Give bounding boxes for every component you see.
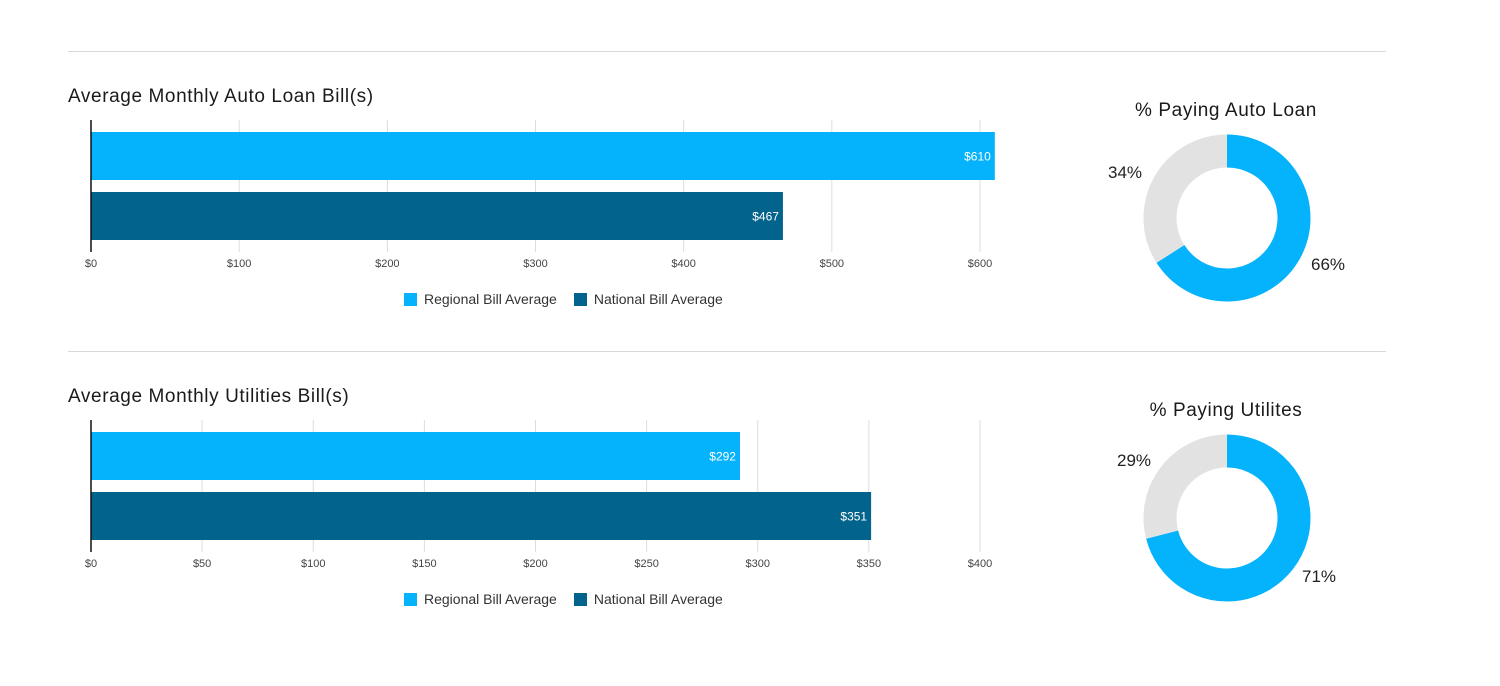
utilities-bar-regional <box>91 432 740 480</box>
legend-swatch-regional <box>404 292 417 306</box>
legend-label-regional: Regional Bill Average <box>424 291 557 307</box>
auto-loan-section: Average Monthly Auto Loan Bill(s) $0 $100… <box>0 86 1500 386</box>
auto-loan-bar-national <box>91 192 783 240</box>
top-divider <box>68 51 1386 52</box>
auto-loan-pie-title: % Paying Auto Loan <box>1135 100 1317 121</box>
utilities-tick-label: $0 <box>85 558 97 570</box>
utilities-tick-label: $400 <box>968 558 992 570</box>
middle-divider <box>68 351 1386 352</box>
utilities-tick-label: $350 <box>857 558 881 570</box>
auto-loan-legend: Regional Bill Average National Bill Aver… <box>404 291 740 307</box>
utilities-slice-paying <box>1146 434 1311 602</box>
utilities-tick-label: $250 <box>634 558 658 570</box>
utilities-pie-chart <box>1143 434 1311 602</box>
auto-loan-bar-regional <box>91 132 995 180</box>
legend-label-national: National Bill Average <box>593 591 723 607</box>
auto-loan-tick-label: $100 <box>227 258 251 270</box>
legend-label-national: National Bill Average <box>593 291 723 307</box>
utilities-legend: Regional Bill Average National Bill Aver… <box>404 591 740 607</box>
auto-loan-data-label: $467 <box>752 210 779 224</box>
auto-loan-tick-label: $500 <box>820 258 844 270</box>
utilities-slice-rest <box>1143 434 1228 539</box>
legend-swatch-regional <box>404 592 417 606</box>
utilities-bar-chart: $0 $50 $100 $150 $200 $250 $300 $350 $400 $292 $35… <box>85 420 992 570</box>
auto-loan-pct-paying: 66% <box>1311 255 1346 274</box>
legend-item-national: National Bill Average <box>573 291 723 307</box>
utilities-data-label: $292 <box>709 450 736 464</box>
legend-swatch-national <box>573 292 587 306</box>
utilities-pct-rest: 29% <box>1117 451 1152 470</box>
auto-loan-tick-label: $0 <box>85 258 97 270</box>
auto-loan-bar-chart: $0 $100 $200 $300 $400 $500 $600 $610 $467 <box>85 120 995 270</box>
legend-item-regional: Regional Bill Average <box>404 591 557 607</box>
auto-loan-pie-chart <box>1143 134 1311 302</box>
legend-swatch-national <box>573 592 587 606</box>
utilities-tick-label: $150 <box>412 558 436 570</box>
auto-loan-slice-rest <box>1143 134 1228 263</box>
auto-loan-data-label: $610 <box>964 150 991 164</box>
utilities-pie-title: % Paying Utilites <box>1149 400 1303 421</box>
utilities-bar-title: Average Monthly Utilities Bill(s) <box>68 386 350 407</box>
auto-loan-tick-label: $600 <box>968 258 992 270</box>
utilities-data-label: $351 <box>840 510 867 524</box>
utilities-pct-paying: 71% <box>1302 567 1337 586</box>
auto-loan-tick-label: $300 <box>523 258 547 270</box>
auto-loan-tick-label: $200 <box>375 258 399 270</box>
utilities-tick-label: $100 <box>301 558 325 570</box>
utilities-section: Average Monthly Utilities Bill(s) $0 $50 $… <box>0 386 1500 686</box>
legend-item-national: National Bill Average <box>573 591 723 607</box>
auto-loan-pct-rest: 34% <box>1108 163 1143 182</box>
utilities-bar-national <box>91 492 872 540</box>
auto-loan-tick-label: $400 <box>671 258 695 270</box>
auto-loan-bar-title: Average Monthly Auto Loan Bill(s) <box>68 86 374 107</box>
legend-item-regional: Regional Bill Average <box>404 291 557 307</box>
legend-label-regional: Regional Bill Average <box>424 591 557 607</box>
utilities-tick-label: $200 <box>523 558 547 570</box>
auto-loan-slice-paying <box>1156 134 1311 302</box>
utilities-tick-label: $300 <box>746 558 770 570</box>
utilities-tick-label: $50 <box>193 558 211 570</box>
